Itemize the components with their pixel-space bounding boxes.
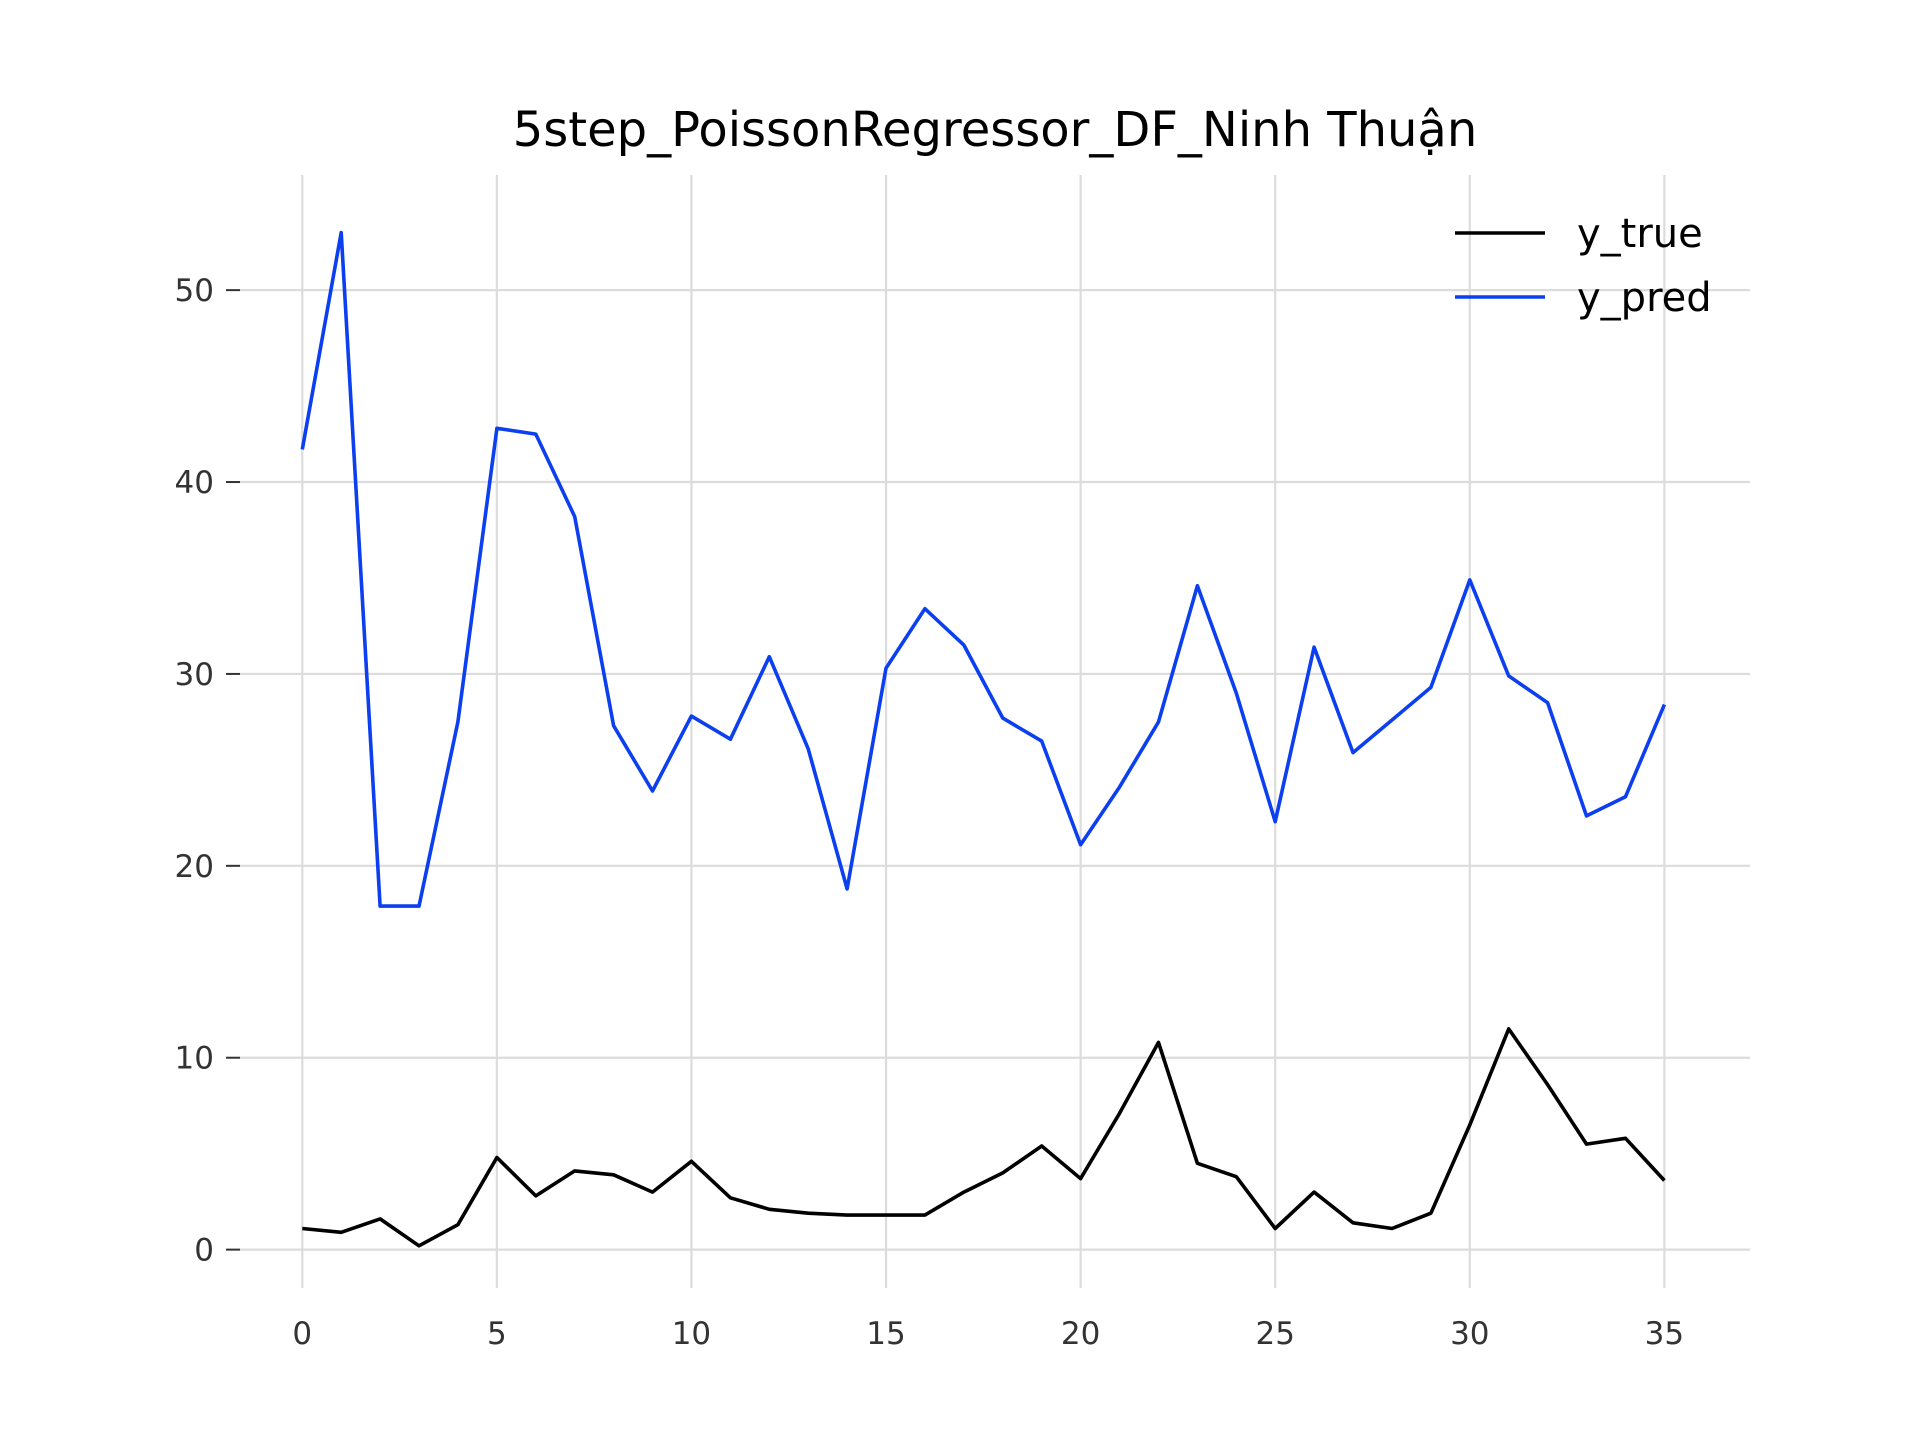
chart-title: 5step_PoissonRegressor_DF_Ninh Thuận [513, 102, 1478, 158]
x-tick-label: 20 [1061, 1316, 1100, 1352]
y-tick-label: 10 [175, 1041, 214, 1077]
legend: y_true y_pred [1455, 211, 1712, 321]
x-tick-label: 35 [1645, 1316, 1684, 1352]
y-tick-label: 20 [175, 849, 214, 885]
y-tick-label: 50 [175, 273, 214, 309]
legend-label: y_true [1577, 211, 1703, 257]
axis-ticks: 0 5 10 15 20 25 30 35 0 10 20 30 40 50 [175, 273, 1685, 1352]
x-tick-label: 30 [1450, 1316, 1489, 1352]
x-tick-label: 10 [672, 1316, 711, 1352]
series-line-y-true [302, 1027, 1666, 1248]
grid [240, 175, 1750, 1288]
x-tick-label: 0 [292, 1316, 312, 1352]
x-tick-label: 15 [866, 1316, 905, 1352]
y-tick-label: 40 [175, 465, 214, 501]
series-group [300, 230, 1667, 1248]
y-tick-label: 0 [194, 1233, 214, 1269]
x-tick-label: 25 [1255, 1316, 1294, 1352]
y-tick-label: 30 [175, 657, 214, 693]
series-line-y-pred [300, 230, 1667, 908]
x-tick-label: 5 [487, 1316, 507, 1352]
legend-label: y_pred [1577, 275, 1712, 321]
